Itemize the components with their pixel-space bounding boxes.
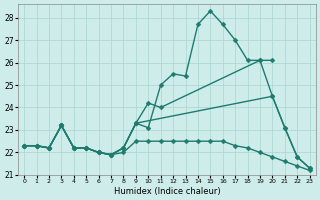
X-axis label: Humidex (Indice chaleur): Humidex (Indice chaleur) [114, 187, 220, 196]
